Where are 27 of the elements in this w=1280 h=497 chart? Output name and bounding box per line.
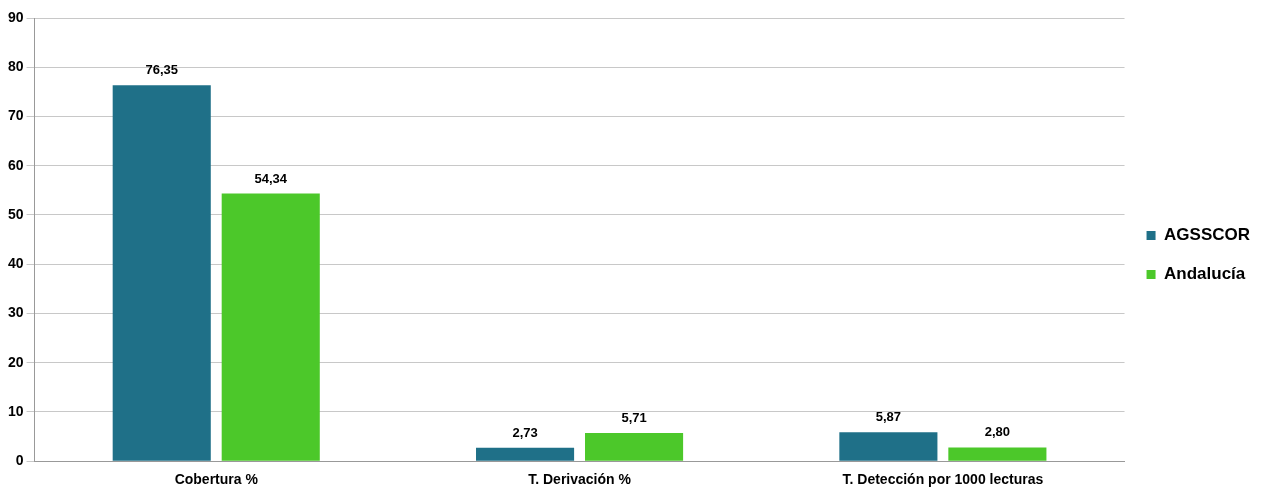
- y-tick-label: 60: [7, 156, 24, 173]
- data-label: 5,71: [621, 410, 647, 426]
- y-tick-label: 40: [7, 255, 24, 272]
- bar: [221, 193, 320, 461]
- y-tick-label: 80: [7, 58, 24, 75]
- x-tick-label: T. Detección por 1000 lecturas: [842, 471, 1044, 488]
- x-tick-label: Cobertura %: [174, 471, 259, 488]
- bar: [948, 447, 1047, 461]
- data-label: 2,80: [984, 424, 1011, 440]
- y-tick-label: 70: [7, 107, 24, 124]
- bar: [839, 432, 938, 461]
- data-label: 54,34: [254, 170, 288, 186]
- bar: [585, 433, 684, 461]
- data-label: 2,73: [512, 424, 538, 440]
- y-tick-label: 20: [7, 353, 24, 370]
- y-tick-label: 90: [7, 8, 24, 25]
- legend-label: AGSSCOR: [1164, 225, 1251, 245]
- x-tick-label: T. Derivación %: [528, 471, 632, 488]
- bar: [476, 447, 575, 461]
- bar: [112, 85, 211, 461]
- y-tick-label: 0: [15, 452, 24, 469]
- y-tick-label: 30: [7, 304, 24, 321]
- data-label: 5,87: [875, 409, 902, 425]
- data-label: 76,35: [145, 62, 179, 78]
- y-tick-label: 50: [7, 205, 24, 222]
- legend-label: Andalucía: [1164, 264, 1246, 284]
- y-tick-label: 10: [7, 402, 24, 419]
